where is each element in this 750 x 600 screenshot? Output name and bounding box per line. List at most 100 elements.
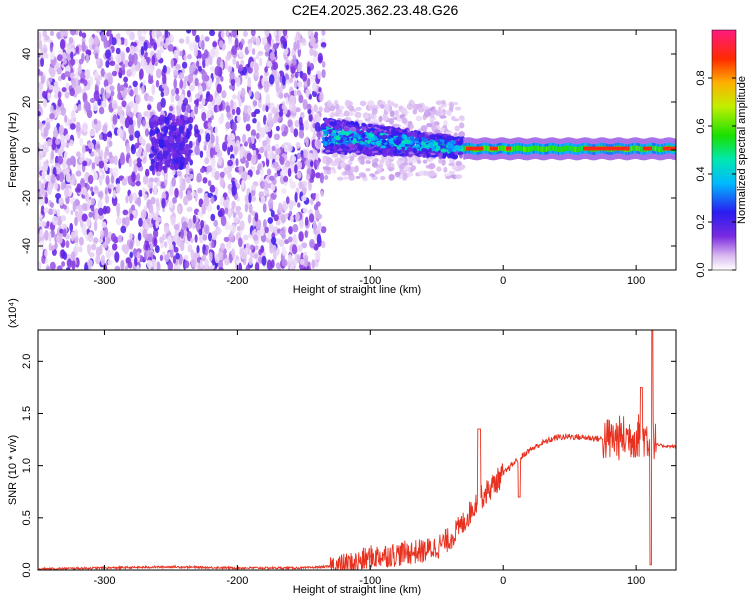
spectrogram-cell: [263, 75, 268, 82]
spectrogram-cell: [262, 36, 268, 46]
spectrogram-cell: [387, 101, 394, 107]
snr-x-ticks: -300 -200 -100 0 100: [93, 330, 645, 587]
spectrogram-cell: [145, 143, 152, 153]
spectrogram-cell: [268, 175, 275, 181]
spectrogram-cell: [197, 103, 204, 109]
spectrogram-cell: [121, 63, 126, 70]
spectrogram-cell: [217, 210, 223, 218]
spectrogram-cell: [267, 231, 271, 241]
spectrogram-cell: [111, 70, 118, 77]
spectrogram-cell: [437, 135, 441, 139]
spectrogram-cell: [116, 127, 123, 136]
chart-title: C2E4.2025.362.23.48.G26: [292, 2, 459, 18]
spectrogram-cell: [320, 123, 327, 129]
spectrogram-cell: [76, 85, 82, 94]
spectrogram-cell: [242, 170, 248, 182]
spectrogram-cell: [128, 124, 135, 136]
spectrogram-cell: [167, 125, 173, 130]
spectrogram-cell: [376, 125, 382, 128]
spectrogram-cell: [448, 170, 456, 175]
spectrogram-cell: [183, 54, 187, 62]
spectrogram-cell: [199, 259, 203, 268]
spectrogram-cell: [216, 227, 222, 235]
spectrogram-cell: [260, 196, 266, 204]
spectrogram-cell: [153, 177, 159, 183]
spectrogram-cell: [255, 219, 262, 231]
spectrogram-cell: [448, 101, 455, 108]
spectrogram-cell: [43, 207, 49, 214]
spectrogram-cell: [50, 229, 55, 238]
spectrogram-cell: [88, 174, 94, 185]
spectrogram-cell: [95, 246, 101, 258]
spectrogram-cell: [376, 152, 382, 156]
spectrogram-cell: [393, 123, 400, 128]
spectrogram-cell: [357, 130, 364, 135]
spectrogram-cell: [448, 154, 455, 159]
spectrogram-cell: [287, 144, 293, 153]
spectrogram-cell: [100, 108, 105, 115]
spectrogram-cell: [150, 130, 156, 136]
spectrogram-cell: [103, 226, 109, 238]
spectrogram-cell: [342, 137, 348, 141]
spectrogram-cell: [138, 145, 143, 154]
spectrogram-cell: [399, 114, 405, 119]
spectrogram-cell: [536, 145, 539, 151]
spectrogram-cell: [379, 175, 386, 181]
spectrogram-cell: [129, 251, 134, 259]
spectrogram-cell: [260, 180, 265, 190]
spectrogram-cell: [103, 79, 109, 88]
spectrogram-cell: [138, 217, 143, 227]
spectrogram-cell: [294, 120, 300, 128]
spectrogram-cell: [52, 215, 58, 226]
spectrogram-cell: [187, 54, 192, 60]
spectrogram-cell: [402, 129, 407, 133]
spectrogram-cell: [296, 89, 301, 96]
spectrogram-cell: [209, 147, 214, 159]
spectrogram-cell: [125, 216, 130, 227]
spectrogram-cell: [255, 169, 260, 176]
spectrogram-cell: [658, 146, 661, 153]
spectrogram-cell: [159, 236, 164, 244]
spectrogram-cell: [78, 63, 82, 75]
spectrogram-cell: [653, 145, 656, 151]
spectrogram-cell: [163, 136, 168, 141]
spectrogram-cell: [55, 138, 61, 145]
spectrogram-cell: [105, 49, 111, 59]
spectrogram-cell: [375, 141, 382, 145]
spectrogram-cell: [228, 208, 232, 219]
spectrogram-cell: [123, 87, 128, 96]
spectrogram-cell: [149, 66, 154, 76]
spectrogram-cell: [422, 138, 429, 143]
spectrogram-cell: [459, 165, 465, 171]
spectrogram-cell: [291, 155, 297, 162]
spectrogram-cell: [196, 60, 200, 68]
spectrogram-cell: [281, 258, 288, 267]
spectrogram-cell: [294, 71, 299, 79]
spectrogram-cell: [209, 184, 216, 193]
spectrogram-cell: [548, 145, 551, 152]
spectrogram-cell: [227, 183, 233, 191]
spectrogram-cell: [581, 145, 584, 152]
spectrogram-cell: [179, 79, 184, 89]
spectrogram-cell: [159, 160, 164, 167]
y-tick-label: 0: [21, 147, 33, 153]
spectrogram-cell: [105, 88, 111, 95]
spectrogram-cell: [129, 134, 134, 141]
spectrogram-cell: [162, 65, 167, 74]
spectrogram-cell: [180, 125, 185, 135]
spectrogram-cell: [579, 146, 581, 152]
spectrogram-cell: [324, 118, 329, 125]
spectrogram-cell: [65, 133, 71, 141]
spectrogram-cell: [255, 132, 260, 140]
spectrogram-cell: [60, 182, 65, 191]
spectrogram-cell: [310, 160, 314, 167]
spectrogram-cell: [442, 124, 448, 129]
spectrogram-cell: [517, 145, 520, 151]
spectrogram-cell: [169, 243, 174, 251]
spectrogram-cell: [388, 138, 394, 143]
spectrogram-cell: [420, 132, 426, 136]
spectrogram-cell: [137, 232, 142, 241]
spectrogram-cell: [159, 254, 163, 262]
spectrogram-cell: [220, 75, 224, 82]
